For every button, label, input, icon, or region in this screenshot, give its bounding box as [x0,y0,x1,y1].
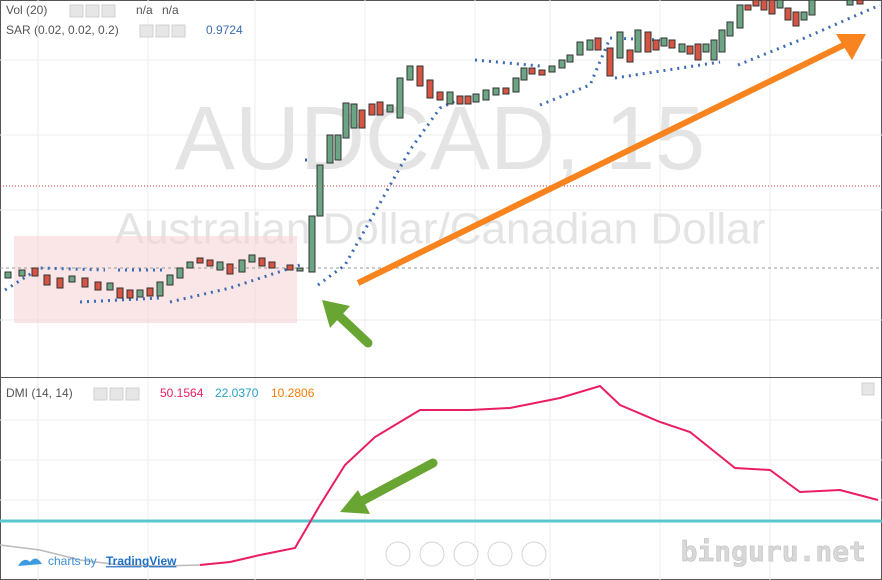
site-watermark: binguru.net [681,535,866,568]
icon[interactable] [101,4,116,18]
icon[interactable] [171,24,186,38]
footer-prefix: charts by [48,554,97,568]
icon[interactable] [93,387,108,401]
watermark-symbol: AUDCAD, 15 [175,89,705,189]
indicator-label: Vol (20) [6,3,47,17]
icon[interactable] [69,4,84,18]
sar-dots [4,3,881,304]
dmi-line-faint [0,544,201,567]
indicator-value: 22.0370 [215,386,259,400]
icon[interactable] [155,24,170,38]
zoom-in[interactable] [487,541,513,567]
reset[interactable] [453,541,479,567]
dmi-line [199,384,879,566]
toolbar [385,541,547,567]
indicator-value: n/a [136,3,153,17]
icon[interactable] [85,4,100,18]
arrows [322,34,866,514]
zoom-out[interactable] [419,541,445,567]
scroll-right[interactable] [521,541,547,567]
icon[interactable] [139,24,154,38]
maximize-button[interactable] [861,382,875,396]
range-highlight [14,236,297,323]
indicator-value: n/a [162,3,179,17]
indicator-label: DMI (14, 14) [6,386,73,400]
indicator-label: SAR (0.02, 0.02, 0.2) [6,23,119,37]
indicator-value: 10.2806 [271,386,315,400]
footer-brand[interactable]: TradingView [106,554,177,568]
indicator-value: 0.9724 [206,23,243,37]
tradingview-logo [18,558,42,566]
indicator-value: 50.1564 [160,386,204,400]
icon[interactable] [109,387,124,401]
scroll-left[interactable] [385,541,411,567]
candles [4,0,864,299]
icon[interactable] [125,387,140,401]
